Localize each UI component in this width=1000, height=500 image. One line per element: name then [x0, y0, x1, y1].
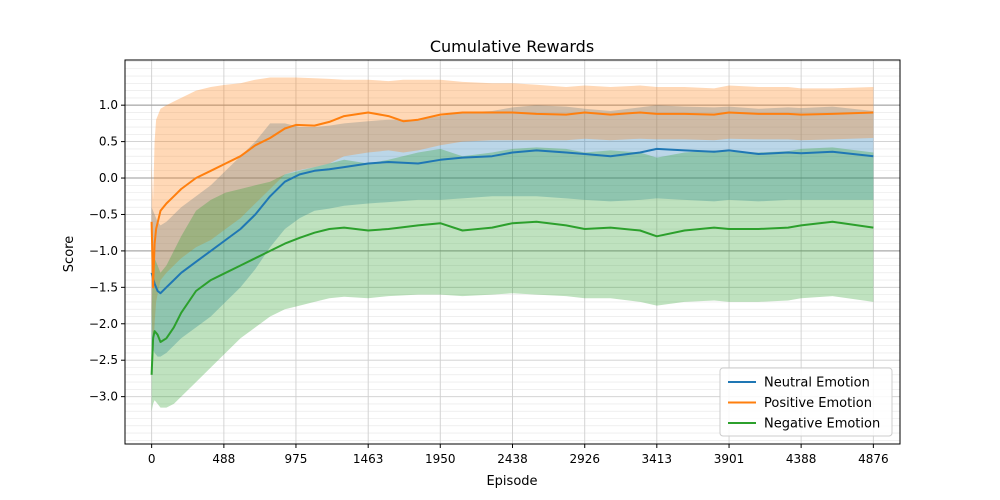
x-tick-label: 1950: [425, 452, 456, 466]
chart-title: Cumulative Rewards: [430, 37, 594, 56]
x-tick-label: 4876: [858, 452, 889, 466]
y-axis-title: Score: [62, 236, 77, 272]
series-line: [150, 111, 874, 289]
x-tick-label: 975: [285, 452, 308, 466]
y-tick-label: −0.5: [89, 207, 118, 221]
legend-label: Negative Emotion: [764, 417, 880, 432]
x-tick-label: 488: [212, 452, 235, 466]
x-tick-label: 3901: [714, 452, 745, 466]
legend: Neutral Emotion Positive Emotion Negative …: [719, 367, 893, 437]
y-tick-label: 1.0: [99, 98, 118, 112]
legend-label: Neutral Emotion: [764, 376, 870, 391]
plot-area: [124, 59, 901, 445]
y-tick-label: −2.5: [89, 353, 118, 367]
series-line: [150, 220, 874, 375]
legend-box: [719, 367, 893, 437]
x-tick-label: 1463: [353, 452, 384, 466]
legend-label: Positive Emotion: [764, 396, 872, 411]
series-line: [150, 147, 874, 295]
y-tick-label: 0.0: [99, 171, 118, 185]
x-tick-label: 2438: [497, 452, 528, 466]
x-tick-label: 3413: [642, 452, 673, 466]
y-tick-label: −3.0: [89, 390, 118, 404]
y-tick-label: −1.5: [89, 280, 118, 294]
x-tick-label: 2926: [569, 452, 600, 466]
x-tick-label: 4388: [786, 452, 817, 466]
y-tick-label: −2.0: [89, 317, 118, 331]
confidence-band: [151, 77, 874, 361]
x-axis-title: Episode: [486, 474, 537, 489]
y-tick-label: −1.0: [89, 244, 118, 258]
y-axis-ticks: −3.0 −2.5 −2.0 −1.5 −1.0 −0.5 0.0 0.5 1.0: [89, 98, 125, 404]
y-tick-label: 0.5: [99, 135, 118, 149]
x-axis-ticks: 0 488 975 1463 1950 2438 2926 3413 3901 4388 4876: [148, 444, 889, 466]
confidence-band: [151, 147, 874, 412]
x-tick-label: 0: [148, 452, 156, 466]
series-lines: [150, 111, 874, 375]
